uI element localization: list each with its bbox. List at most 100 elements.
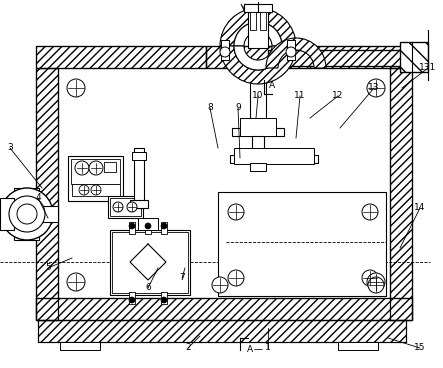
Bar bbox=[250, 163, 266, 171]
Bar bbox=[14, 188, 39, 240]
Circle shape bbox=[17, 204, 37, 224]
Bar bbox=[400, 42, 428, 72]
Bar bbox=[0, 198, 14, 230]
Wedge shape bbox=[234, 22, 282, 46]
Bar bbox=[130, 200, 148, 208]
Bar bbox=[110, 198, 141, 216]
Text: 8: 8 bbox=[207, 103, 213, 113]
Bar bbox=[240, 118, 276, 136]
Circle shape bbox=[129, 297, 135, 303]
Text: 10: 10 bbox=[252, 92, 264, 100]
Text: 9: 9 bbox=[235, 103, 241, 113]
Circle shape bbox=[161, 297, 167, 303]
Circle shape bbox=[367, 273, 385, 291]
Wedge shape bbox=[220, 46, 296, 84]
Bar bbox=[112, 232, 188, 293]
Text: 1: 1 bbox=[265, 343, 271, 353]
Bar bbox=[108, 196, 143, 218]
Bar bbox=[71, 159, 120, 184]
Bar bbox=[36, 68, 58, 320]
Text: 15: 15 bbox=[414, 343, 426, 353]
Bar bbox=[390, 68, 412, 320]
Bar bbox=[104, 162, 116, 172]
Bar bbox=[244, 4, 272, 12]
Circle shape bbox=[145, 223, 151, 229]
Circle shape bbox=[79, 185, 89, 195]
Bar bbox=[218, 192, 386, 296]
Circle shape bbox=[9, 196, 45, 232]
Circle shape bbox=[113, 202, 123, 212]
Bar bbox=[232, 128, 284, 136]
Bar bbox=[390, 68, 412, 320]
Wedge shape bbox=[266, 38, 326, 68]
Circle shape bbox=[362, 270, 378, 286]
Bar bbox=[60, 342, 100, 350]
Text: 2: 2 bbox=[185, 343, 191, 353]
Bar bbox=[110, 230, 190, 295]
Bar bbox=[230, 155, 318, 163]
Bar bbox=[310, 46, 412, 68]
Circle shape bbox=[362, 204, 378, 220]
Circle shape bbox=[161, 223, 167, 229]
Bar bbox=[68, 156, 123, 201]
Bar bbox=[310, 46, 412, 68]
Circle shape bbox=[91, 185, 101, 195]
Bar bbox=[206, 46, 310, 68]
Bar bbox=[268, 50, 402, 66]
Text: 12: 12 bbox=[332, 92, 344, 100]
Text: 14: 14 bbox=[414, 204, 426, 212]
Bar bbox=[250, 12, 256, 30]
Wedge shape bbox=[234, 46, 282, 70]
Bar bbox=[132, 152, 146, 160]
Circle shape bbox=[286, 47, 296, 57]
Text: A: A bbox=[269, 81, 275, 89]
Bar bbox=[400, 42, 428, 72]
Bar bbox=[248, 8, 268, 48]
Bar bbox=[129, 222, 135, 234]
Text: 4: 4 bbox=[35, 194, 41, 202]
Bar bbox=[338, 342, 378, 350]
Bar bbox=[134, 148, 144, 208]
Bar bbox=[38, 320, 406, 342]
Text: 11: 11 bbox=[294, 92, 306, 100]
Text: A: A bbox=[247, 346, 253, 354]
Bar bbox=[36, 298, 412, 320]
Bar bbox=[252, 136, 264, 164]
Circle shape bbox=[228, 270, 244, 286]
Bar bbox=[38, 320, 406, 342]
Text: —: — bbox=[253, 346, 263, 354]
Bar bbox=[287, 40, 295, 60]
Circle shape bbox=[89, 161, 103, 175]
Bar bbox=[36, 298, 412, 320]
Wedge shape bbox=[220, 8, 296, 46]
Text: 5: 5 bbox=[45, 263, 51, 272]
Bar bbox=[206, 46, 310, 68]
Bar bbox=[161, 292, 167, 304]
Circle shape bbox=[367, 79, 385, 97]
Bar bbox=[161, 222, 167, 234]
Circle shape bbox=[127, 202, 137, 212]
Circle shape bbox=[75, 161, 89, 175]
Text: 3: 3 bbox=[7, 144, 13, 152]
Circle shape bbox=[368, 277, 384, 293]
Text: 131: 131 bbox=[420, 64, 437, 72]
Text: 6: 6 bbox=[145, 283, 151, 293]
Circle shape bbox=[212, 277, 228, 293]
Bar bbox=[36, 46, 206, 68]
Circle shape bbox=[129, 223, 135, 229]
Circle shape bbox=[220, 47, 230, 57]
Circle shape bbox=[228, 204, 244, 220]
Circle shape bbox=[67, 79, 85, 97]
Bar bbox=[234, 148, 314, 164]
Circle shape bbox=[1, 188, 53, 240]
Bar bbox=[36, 68, 58, 320]
Text: 13: 13 bbox=[368, 84, 380, 92]
Bar bbox=[138, 218, 158, 230]
Bar bbox=[250, 68, 266, 136]
Bar bbox=[72, 184, 120, 196]
Circle shape bbox=[67, 273, 85, 291]
Bar bbox=[221, 40, 229, 60]
Text: 7: 7 bbox=[179, 273, 185, 283]
Bar bbox=[14, 192, 39, 236]
Bar bbox=[36, 46, 206, 68]
